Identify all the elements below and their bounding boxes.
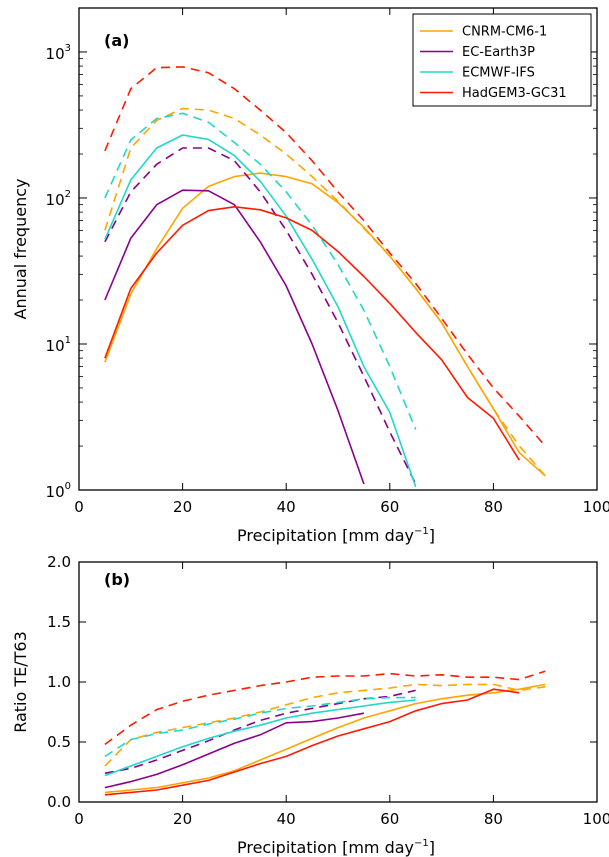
panel-b-label: (b) [104, 570, 130, 589]
panel-a: (a) 0 20 40 60 80 100 100 101 102 103 Annual freq… [11, 7, 609, 545]
y-tick-label: 0.0 [47, 793, 71, 811]
x-tick-label: 0 [74, 810, 84, 828]
y-tick-label: 100 [46, 481, 71, 501]
y-tick-label: 1.5 [47, 613, 71, 631]
x-tick-label: 60 [380, 810, 399, 828]
legend: CNRM-CM6-1 EC-Earth3P ECMWF-IFS HadGEM3-GC3… [412, 13, 592, 107]
x-tick-label: 100 [583, 498, 609, 516]
series-hadgem3-gc31-solid-line [104, 206, 520, 461]
legend-label-cnrm-cm6-1: CNRM-CM6-1 [462, 25, 547, 40]
legend-box [412, 13, 592, 107]
series-ec-earth3p-solid-line [104, 712, 365, 789]
series-hadgem3-gc31-dashed-line [104, 66, 546, 447]
panel-a-frame [78, 7, 598, 491]
y-tick-label: 0.5 [47, 733, 71, 751]
x-tick-label: 20 [173, 498, 192, 516]
series-ecmwf-ifs-dashed-line [104, 112, 417, 430]
panel-b: (b) 0 20 40 60 80 100 0.0 0.5 1.0 1.5 2.0 Ratio TE… [11, 553, 609, 857]
x-tick-label: 80 [484, 810, 503, 828]
x-tick-label: 20 [173, 810, 192, 828]
x-tick-label: 0 [74, 498, 84, 516]
x-tick-label: 100 [583, 810, 609, 828]
series-cnrm-cm6-1-solid-line [104, 172, 546, 477]
x-tick-label: 80 [484, 498, 503, 516]
x-tick-label: 40 [277, 810, 296, 828]
legend-label-ecmwf-ifs: ECMWF-IFS [462, 66, 535, 81]
y-tick-label: 1.0 [47, 673, 71, 691]
series-ecmwf-ifs-solid-line [104, 134, 417, 488]
series-hadgem3-gc31-dashed-line [104, 670, 546, 746]
panel-a-ylabel: Annual frequency [11, 179, 30, 320]
series-cnrm-cm6-1-solid-line [104, 683, 546, 794]
panel-a-xlabel: Precipitation [mm day−1] [237, 526, 435, 545]
panel-b-xlabel: Precipitation [mm day−1] [237, 838, 435, 857]
y-tick-label: 103 [46, 43, 71, 63]
series-cnrm-cm6-1-dashed-line [104, 107, 546, 477]
x-tick-label: 40 [277, 498, 296, 516]
series-cnrm-cm6-1-dashed-line [104, 683, 546, 767]
series-ec-earth3p-dashed-line [104, 147, 417, 485]
series-ec-earth3p-dashed-line [104, 689, 416, 774]
series-ec-earth3p-solid-line [104, 189, 365, 485]
y-tick-label: 2.0 [47, 553, 71, 571]
series-hadgem3-gc31-solid-line [104, 688, 520, 796]
x-tick-label: 60 [380, 498, 399, 516]
series-ecmwf-ifs-solid-line [104, 699, 416, 777]
panel-b-frame [78, 561, 598, 803]
legend-label-ec-earth3p: EC-Earth3P [462, 45, 535, 60]
panel-a-label: (a) [104, 31, 129, 50]
panel-b-ylabel: Ratio TE/T63 [11, 631, 30, 733]
y-tick-label: 101 [46, 335, 71, 355]
y-tick-label: 102 [46, 189, 71, 209]
legend-label-hadgem3-gc31: HadGEM3-GC31 [462, 86, 567, 101]
